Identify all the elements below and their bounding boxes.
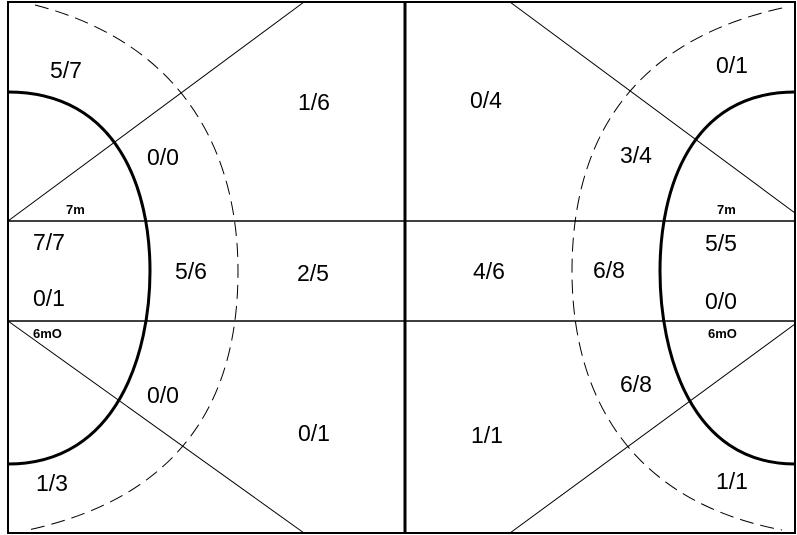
left-6mo-label: 6mO — [33, 326, 62, 341]
zone-right-center-inner: 6/8 — [593, 257, 625, 283]
zone-left-center-7m: 7/7 — [33, 229, 65, 255]
court-lines — [7, 1, 796, 534]
right-goal-area-arc — [658, 90, 796, 466]
zone-right-bottom-right: 1/1 — [716, 468, 748, 494]
zone-right-top-inner: 3/4 — [620, 142, 652, 168]
right-upper-diagonal — [509, 1, 796, 214]
right-6mo-label: 6mO — [708, 326, 737, 341]
left-free-throw-arc — [27, 4, 239, 531]
left-lower-diagonal — [7, 320, 305, 534]
zone-left-top-inner: 0/0 — [147, 144, 179, 170]
zone-left-top-left: 5/7 — [50, 57, 82, 83]
zone-right-center-7m: 5/5 — [705, 230, 737, 256]
zone-left-bottom-inner: 0/0 — [147, 382, 179, 408]
right-7m-label: 7m — [717, 202, 736, 217]
zone-right-center-6m: 0/0 — [705, 288, 737, 314]
zone-right-bottom-middle: 1/1 — [471, 422, 503, 448]
right-free-throw-arc — [571, 7, 783, 531]
zone-right-top-middle: 0/4 — [470, 87, 502, 113]
right-lower-diagonal — [509, 323, 796, 534]
zone-left-center-middle: 2/5 — [297, 260, 329, 286]
left-half-stats: 5/7 0/0 1/6 7/7 0/1 5/6 2/5 0/0 0/1 1/3 — [33, 57, 330, 496]
court-border — [7, 1, 796, 534]
zone-left-bottom-middle: 0/1 — [298, 420, 330, 446]
zone-right-bottom-inner: 6/8 — [620, 371, 652, 397]
left-7m-label: 7m — [66, 202, 85, 217]
left-upper-diagonal — [7, 1, 305, 222]
zone-left-top-middle: 1/6 — [298, 89, 330, 115]
left-goal-area-arc — [7, 90, 152, 466]
zone-left-center-inner: 5/6 — [175, 258, 207, 284]
zone-right-center-middle: 4/6 — [473, 258, 505, 284]
zone-left-center-6m: 0/1 — [33, 285, 65, 311]
right-half-stats: 0/4 0/1 3/4 5/5 0/0 6/8 4/6 6/8 1/1 1/1 — [470, 52, 748, 494]
zone-right-top-right: 0/1 — [716, 52, 748, 78]
zone-left-bottom-left: 1/3 — [36, 470, 68, 496]
